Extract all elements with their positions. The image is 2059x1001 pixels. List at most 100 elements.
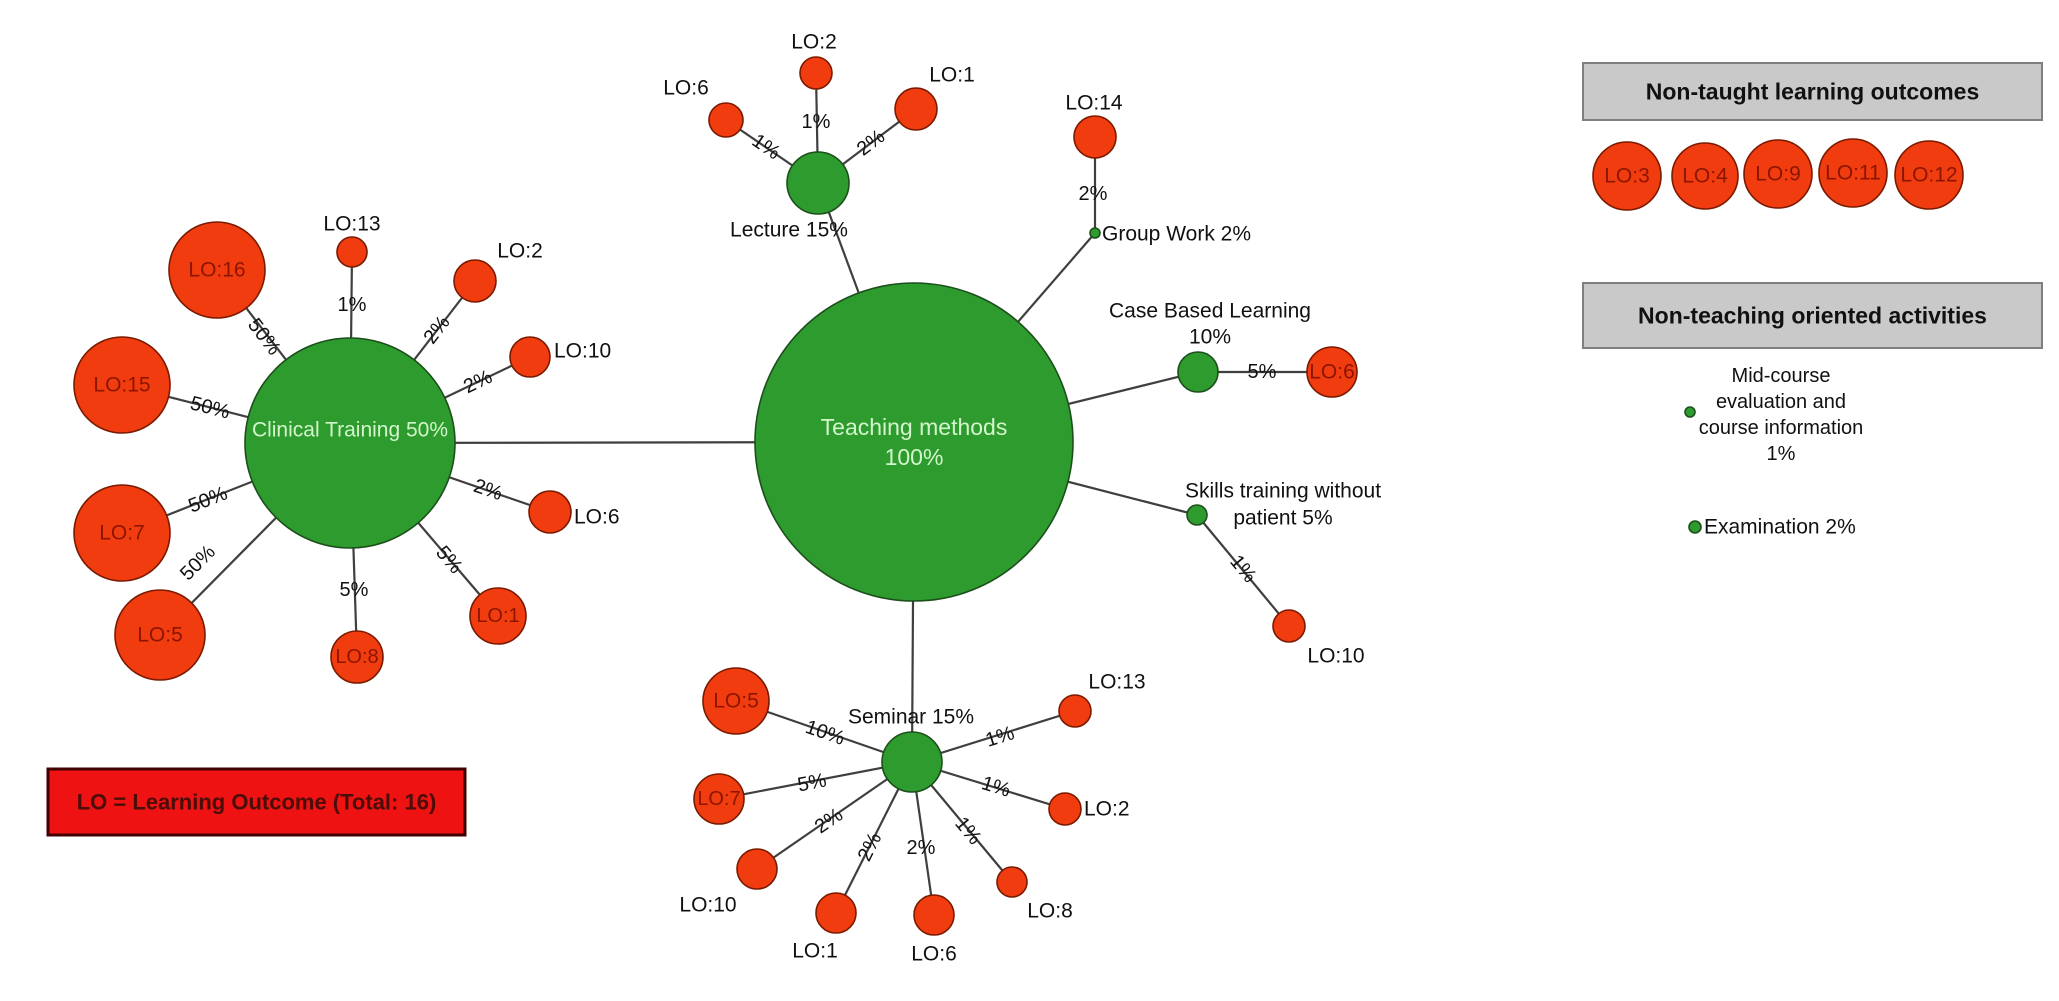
node-label-c_lo5: LO:5 <box>137 624 183 647</box>
edge-percent-label: 2% <box>811 804 847 839</box>
node-skills <box>1186 504 1208 526</box>
edge-skills-s_lo10 <box>1196 514 1290 627</box>
edge-percent-label: 1% <box>979 772 1013 802</box>
node-label-c_lo8: LO:8 <box>335 646 378 668</box>
edge-percent-label: 50% <box>185 482 231 517</box>
node-label-leg_lo9: LO:9 <box>1755 163 1801 186</box>
node-se_lo2 <box>1048 792 1082 826</box>
edge-percent-label: 1% <box>983 722 1017 752</box>
edge-seminar-se_lo10 <box>756 761 913 870</box>
edge-percent-label: 1% <box>802 111 831 133</box>
node-label-s_lo10: LO:10 <box>1307 645 1364 668</box>
node-label-teaching: 100% <box>885 444 944 470</box>
node-label-se_lo8: LO:8 <box>1027 900 1073 923</box>
node-label-c_lo7: LO:7 <box>99 522 145 545</box>
node-label-l_lo6: LO:6 <box>663 77 709 100</box>
node-label-clinical: Clinical Training 50% <box>252 419 448 442</box>
node-label-l_lo1: LO:1 <box>929 64 975 87</box>
node-c_lo16 <box>168 221 266 319</box>
node-l_lo6 <box>708 102 744 138</box>
edge-percent-label: 2% <box>419 312 454 348</box>
node-se_lo10 <box>736 848 778 890</box>
node-c_lo8 <box>330 630 384 684</box>
node-label-se_lo2: LO:2 <box>1084 798 1130 821</box>
edge-percent-label: 2% <box>853 125 889 160</box>
node-se_lo8 <box>996 866 1028 898</box>
node-leg_lo3 <box>1592 141 1662 211</box>
node-label-c_lo1: LO:1 <box>476 605 519 627</box>
node-groupwork <box>1089 227 1101 239</box>
midcourse-label-line-1: evaluation and <box>1716 391 1846 413</box>
node-label-seminar: Seminar 15% <box>848 706 974 729</box>
node-c_lo7 <box>73 484 171 582</box>
box-non-teaching-header <box>1582 282 2043 349</box>
node-cb_lo6 <box>1306 346 1358 398</box>
node-label-cb_lo6: LO:6 <box>1309 361 1355 384</box>
node-l_lo2 <box>799 56 833 90</box>
node-exam_dot <box>1688 520 1702 534</box>
node-c_lo1 <box>469 587 527 645</box>
edge-percent-label: 2% <box>1079 183 1108 205</box>
node-c_lo2 <box>453 259 497 303</box>
node-label-se_lo1: LO:1 <box>792 940 838 963</box>
node-label-se_lo10: LO:10 <box>679 894 736 917</box>
node-c_lo15 <box>73 336 171 434</box>
node-label-leg_lo4: LO:4 <box>1682 165 1728 188</box>
node-l_lo1 <box>894 87 938 131</box>
node-se_lo7 <box>693 773 745 825</box>
node-label-skills: patient 5% <box>1233 507 1332 530</box>
node-g_lo14 <box>1073 115 1117 159</box>
node-leg_lo4 <box>1671 142 1739 210</box>
node-teaching <box>754 282 1074 602</box>
node-midcourse_dot <box>1684 406 1696 418</box>
edge-percent-label: 50% <box>176 541 220 585</box>
edge-percent-label: 2% <box>854 829 887 865</box>
node-label-se_lo13: LO:13 <box>1088 671 1145 694</box>
edge-percent-label: 5% <box>340 579 369 601</box>
node-label-c_lo16: LO:16 <box>188 259 245 282</box>
node-label-c_lo2: LO:2 <box>497 240 543 263</box>
node-c_lo10 <box>509 336 551 378</box>
node-c_lo6 <box>528 490 572 534</box>
node-label-cbl: 10% <box>1189 326 1231 349</box>
node-label-cbl: Case Based Learning <box>1109 300 1311 323</box>
box-label-non-taught-header: Non-taught learning outcomes <box>1646 79 1980 105</box>
midcourse-label-line-0: Mid-course <box>1732 365 1831 387</box>
node-se_lo6 <box>913 894 955 936</box>
node-label-leg_lo11: LO:11 <box>1825 162 1881 185</box>
edge-percent-label: 10% <box>802 716 847 750</box>
node-label-skills: Skills training without <box>1185 480 1381 503</box>
node-lecture <box>786 151 850 215</box>
node-label-c_lo13: LO:13 <box>323 213 380 236</box>
box-lo-legend <box>46 767 467 837</box>
node-label-c_lo6: LO:6 <box>574 506 620 529</box>
node-label-c_lo15: LO:15 <box>93 374 150 397</box>
node-leg_lo11 <box>1818 138 1888 208</box>
edge-percent-label: 1% <box>748 130 784 165</box>
node-leg_lo9 <box>1743 139 1813 209</box>
node-c_lo13 <box>336 236 368 268</box>
edge-percent-label: 2% <box>471 475 506 505</box>
edge-seminar-se_lo7 <box>718 760 913 801</box>
node-se_lo13 <box>1058 694 1092 728</box>
box-label-non-teaching-header: Non-teaching oriented activities <box>1638 303 1987 329</box>
edge-percent-label: 50% <box>188 392 232 423</box>
edge-percent-label: 5% <box>796 769 829 796</box>
box-label-lo-legend: LO = Learning Outcome (Total: 16) <box>77 790 437 815</box>
node-clinical <box>244 337 456 549</box>
node-label-se_lo5: LO:5 <box>713 690 759 713</box>
node-label-leg_lo12: LO:12 <box>1900 164 1957 187</box>
node-c_lo5 <box>114 589 206 681</box>
node-seminar <box>881 731 943 793</box>
midcourse-label-line-2: course information <box>1699 417 1864 439</box>
node-label-c_lo10: LO:10 <box>554 340 611 363</box>
node-se_lo5 <box>702 667 770 735</box>
midcourse-label-line-3: 1% <box>1767 443 1796 465</box>
node-label-teaching: Teaching methods <box>821 414 1008 440</box>
node-label-se_lo7: LO:7 <box>697 788 740 810</box>
edge-percent-label: 2% <box>460 366 496 398</box>
edge-percent-label: 50% <box>243 314 285 359</box>
box-non-taught-header <box>1582 62 2043 121</box>
